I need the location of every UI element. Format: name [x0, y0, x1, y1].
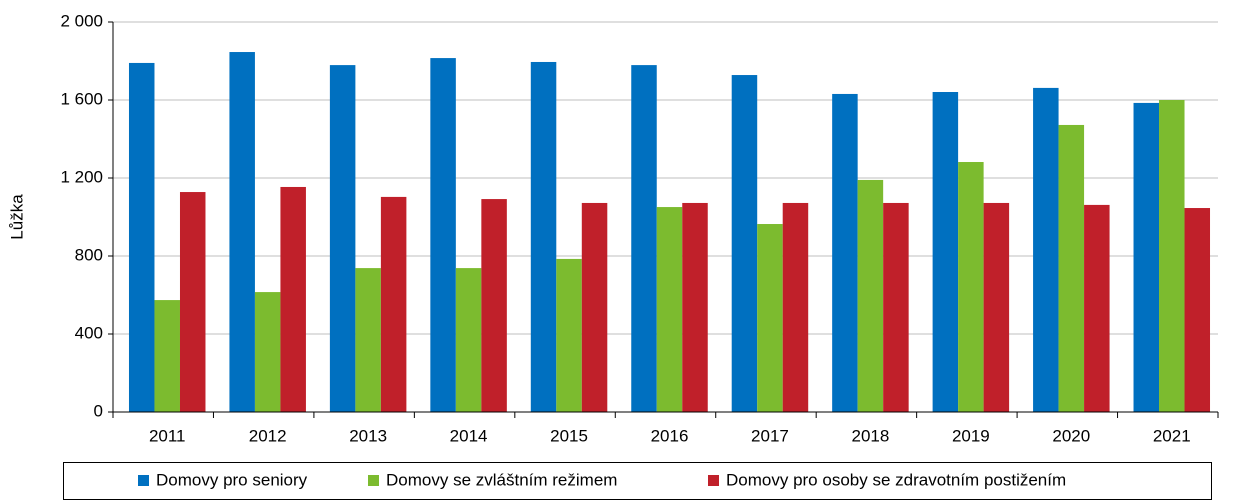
bar	[128, 62, 155, 412]
bar	[883, 202, 909, 412]
x-tick-label: 2019	[952, 426, 990, 445]
bar	[581, 202, 608, 412]
legend-label: Domovy se zvláštním režimem	[386, 470, 617, 489]
bar	[280, 186, 306, 412]
bar	[154, 300, 180, 412]
bar	[1184, 208, 1211, 412]
y-axis-label: Lůžka	[7, 194, 26, 240]
legend-swatch	[708, 475, 719, 486]
bar	[481, 199, 507, 412]
bar	[631, 65, 657, 412]
legend-label: Domovy pro seniory	[156, 470, 308, 489]
legend-label: Domovy pro osoby se zdravotním postižení…	[726, 470, 1066, 489]
x-tick-label: 2013	[349, 426, 387, 445]
bar	[229, 52, 255, 412]
legend-box	[63, 462, 1212, 500]
bar	[1058, 124, 1085, 413]
x-tick-label: 2020	[1052, 426, 1090, 445]
bar	[932, 92, 959, 412]
y-tick-label: 1 600	[60, 89, 103, 108]
bar	[682, 202, 708, 412]
x-tick-label: 2017	[751, 426, 789, 445]
legend-swatch	[138, 475, 149, 486]
bar	[832, 93, 858, 412]
legend-swatch	[368, 475, 379, 486]
x-tick-label: 2014	[450, 426, 488, 445]
bar	[355, 268, 381, 412]
bar	[782, 202, 809, 412]
bar	[556, 258, 582, 412]
bar	[455, 268, 482, 412]
bar	[254, 292, 281, 412]
y-tick-label: 0	[94, 401, 103, 420]
x-tick-label: 2012	[249, 426, 287, 445]
bar	[1133, 102, 1160, 413]
x-tick-label: 2021	[1153, 426, 1191, 445]
bar	[757, 224, 783, 412]
x-tick-label: 2018	[851, 426, 889, 445]
x-tick-label: 2011	[149, 426, 186, 445]
bar	[656, 207, 683, 412]
bar	[530, 61, 557, 412]
bar	[380, 196, 407, 412]
bar	[329, 65, 356, 412]
y-tick-label: 2 000	[60, 11, 103, 30]
bar	[731, 75, 758, 412]
bar	[430, 58, 456, 412]
y-tick-label: 400	[75, 323, 103, 342]
bar	[857, 179, 884, 412]
bar	[1159, 100, 1185, 412]
bar	[958, 162, 984, 412]
y-tick-label: 800	[75, 245, 103, 264]
bar	[983, 202, 1010, 412]
x-tick-label: 2015	[550, 426, 588, 445]
bar	[1084, 204, 1110, 412]
y-tick-label: 1 200	[60, 167, 103, 186]
bar	[179, 192, 206, 412]
bar	[1033, 87, 1059, 412]
x-tick-label: 2016	[651, 426, 689, 445]
